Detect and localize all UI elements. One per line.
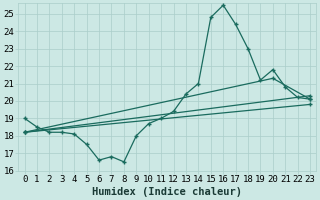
X-axis label: Humidex (Indice chaleur): Humidex (Indice chaleur) — [92, 186, 242, 197]
